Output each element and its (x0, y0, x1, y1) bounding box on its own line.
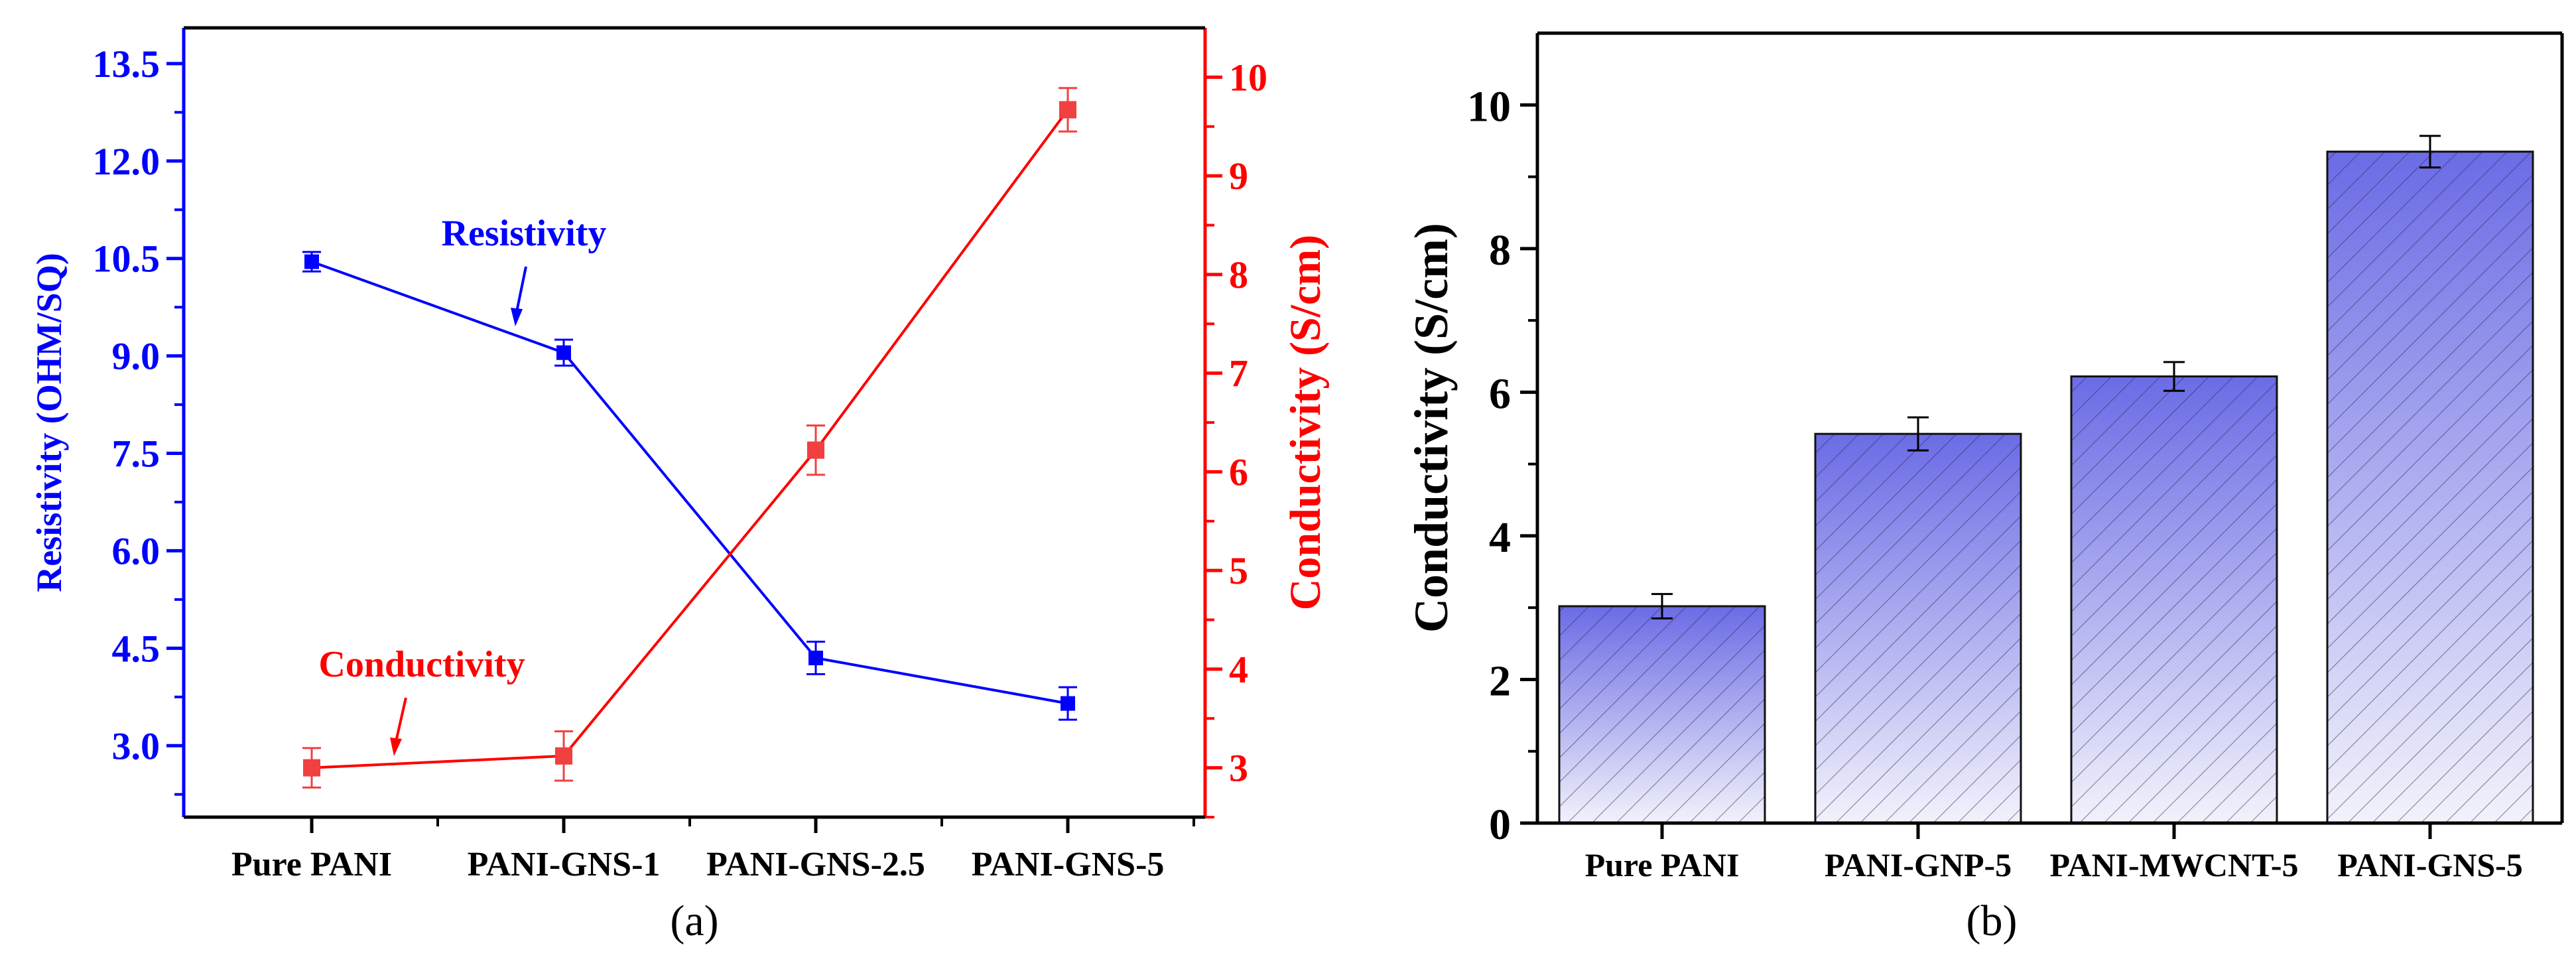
a-right-tick-label: 8 (1229, 253, 1248, 296)
chart-b: Pure PANI PANI-GNP-5 PANI-MWCNT-5 PANI-GNS-… (1405, 31, 2564, 945)
a-data-point-conductivity (1059, 101, 1076, 119)
a-left-tick-label: 4.5 (112, 627, 161, 670)
a-left-tick-label: 13.5 (93, 42, 161, 86)
a-data-point-conductivity (555, 747, 572, 765)
a-data-point-resistivity (1061, 696, 1075, 711)
a-left-tick-label: 10.5 (93, 237, 161, 281)
panel-label-b: (b) (1966, 897, 2018, 945)
b-bar-hatch (2326, 151, 2534, 824)
a-series-line-resistivity (311, 260, 1068, 705)
a-data-point-conductivity (807, 441, 824, 459)
a-right-tick-label: 5 (1229, 549, 1248, 592)
a-series-line-conductivity (311, 109, 1069, 769)
a-ylabel-left: Resistivity (OHM/SQ) (29, 253, 69, 592)
a-data-point-conductivity (303, 759, 320, 777)
a-left-tick-label: 12.0 (93, 140, 161, 183)
a-annotation-arrowhead (511, 308, 523, 326)
a-ylabel-right: Conductivity (S/cm) (1281, 235, 1330, 610)
b-y-tick-label: 6 (1489, 369, 1511, 418)
b-y-tick-label: 2 (1489, 657, 1511, 705)
a-x-tick-label: PANI-GNS-2.5 (706, 846, 925, 883)
b-ylabel: Conductivity (S/cm) (1405, 223, 1458, 633)
a-data-point-resistivity (556, 345, 571, 360)
a-right-tick-label: 3 (1229, 747, 1248, 790)
a-annotation-conductivity: Conductivity (318, 644, 525, 685)
b-x-tick-label: Pure PANI (1585, 846, 1740, 883)
a-left-tick-label: 7.5 (112, 432, 161, 476)
b-bar-hatch (1558, 605, 1766, 824)
a-right-tick-label: 4 (1229, 648, 1248, 691)
b-y-tick-label: 0 (1489, 801, 1511, 849)
b-x-tick-label: PANI-MWCNT-5 (2050, 846, 2299, 883)
a-annotation-arrowhead (390, 738, 402, 756)
a-left-tick-label: 3.0 (112, 724, 161, 767)
a-x-tick-label: PANI-GNS-5 (972, 846, 1165, 883)
a-data-point-resistivity (808, 651, 823, 666)
b-x-tick-label: PANI-GNS-5 (2337, 846, 2523, 883)
a-right-tick-label: 10 (1229, 56, 1267, 99)
b-bar-hatch (2070, 375, 2278, 824)
a-annotation-resistivity: Resistivity (442, 213, 607, 254)
a-right-tick-label: 7 (1229, 352, 1248, 395)
a-x-tick-label: PANI-GNS-1 (468, 846, 661, 883)
b-y-tick-label: 4 (1489, 513, 1511, 562)
a-data-point-resistivity (304, 254, 319, 269)
a-left-tick-label: 9.0 (112, 335, 161, 378)
b-bar-hatch (1814, 432, 2022, 824)
b-y-tick-label: 10 (1467, 82, 1511, 131)
a-left-tick-label: 6.0 (112, 529, 161, 572)
panel-label-a: (a) (670, 897, 718, 945)
a-right-tick-label: 6 (1229, 450, 1248, 493)
a-annotation-arrow-line (395, 697, 407, 742)
chart-a: 3.0 4.5 6.0 7.5 9.0 10.5 12.0 13.5 3 4 5 6 7 8 9 10 Pure… (29, 26, 1330, 945)
a-annotation-arrow-line (515, 266, 527, 312)
b-y-tick-label: 8 (1489, 226, 1511, 275)
a-x-tick-label: Pure PANI (231, 846, 392, 883)
b-x-tick-label: PANI-GNP-5 (1825, 846, 2012, 883)
a-right-tick-label: 9 (1229, 155, 1248, 198)
